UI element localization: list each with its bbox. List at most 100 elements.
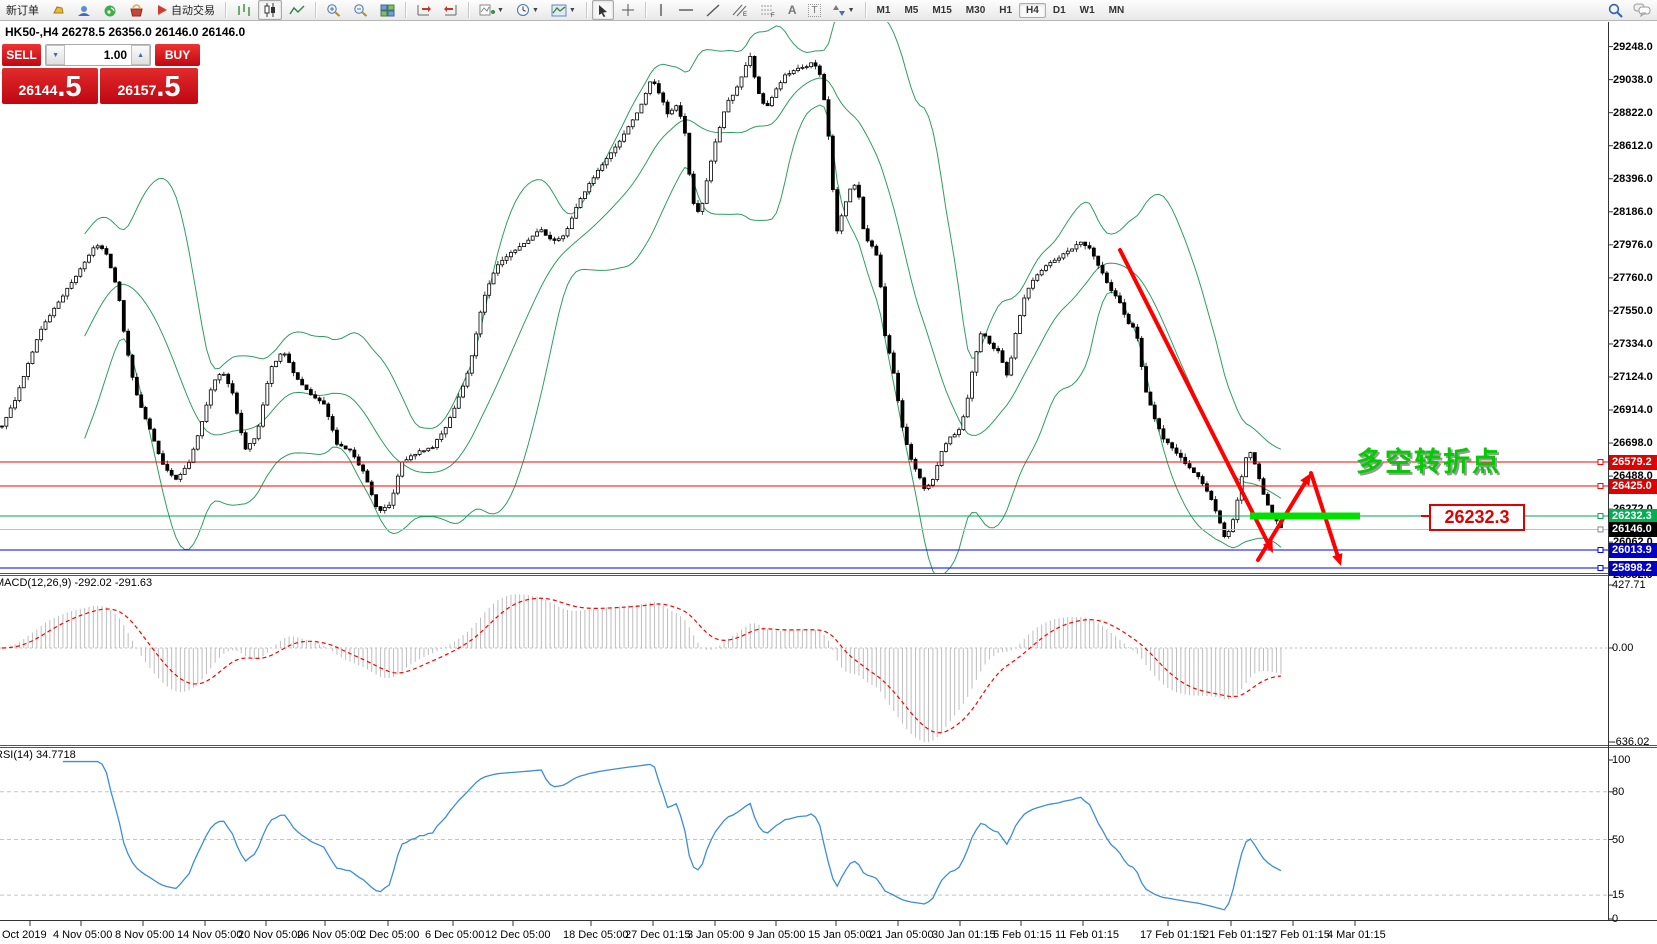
timeframe-m30[interactable]: M30 — [965, 4, 986, 16]
time-axis-label: 11 Feb 01:15 — [1055, 929, 1120, 941]
community-icon[interactable] — [72, 0, 96, 20]
new-order-button[interactable]: 新订单 — [6, 5, 39, 17]
time-axis-label: 14 Nov 05:00 — [177, 929, 243, 941]
timeframe-d1[interactable]: D1 — [1052, 4, 1066, 16]
price-tag: 26146.0 — [1609, 521, 1657, 537]
buy-button[interactable]: BUY — [155, 44, 200, 66]
price-axis-label: 26914.0 — [1613, 404, 1653, 416]
rsi-axis-label: 0 — [1612, 913, 1619, 925]
market-icon[interactable] — [124, 0, 149, 20]
volume-input[interactable] — [65, 45, 132, 65]
tile-windows-icon[interactable] — [375, 0, 400, 20]
auto-scroll-icon[interactable] — [411, 0, 436, 20]
price-axis-label: 28612.0 — [1613, 139, 1653, 152]
text-icon[interactable]: A — [787, 3, 797, 17]
timeframe-m15[interactable]: M15 — [932, 4, 952, 16]
time-axis-label: 4 Nov 05:00 — [53, 929, 113, 941]
channel-icon[interactable]: E — [727, 0, 753, 20]
price-tag: 26579.2 — [1609, 454, 1657, 470]
arrows-icon[interactable]: ▼ — [828, 0, 860, 20]
time-axis-label: Oct 2019 — [2, 929, 47, 941]
price-tag: 26425.0 — [1609, 478, 1657, 494]
price-axis-label: 27760.0 — [1613, 271, 1653, 284]
time-axis-label: 8 Nov 05:00 — [115, 929, 175, 941]
time-axis-label: 21 Jan 05:00 — [870, 929, 934, 941]
autotrade-label: 自动交易 — [171, 5, 215, 17]
buy-price-main: 26157 — [117, 82, 157, 98]
time-axis-label: 20 Nov 05:00 — [238, 929, 304, 941]
separator — [225, 2, 226, 18]
separator — [315, 2, 316, 18]
zoom-out-icon[interactable] — [348, 0, 373, 20]
templates-icon[interactable]: ▼ — [546, 0, 581, 20]
macd-axis-label: 427.71 — [1612, 579, 1646, 591]
rsi-axis-label: 50 — [1612, 833, 1625, 846]
zoom-in-icon[interactable] — [321, 0, 346, 20]
one-click-trading-panel: SELL ▼ ▲ BUY 26144.5 26157.5 — [2, 44, 200, 104]
macd-axis-label: 0.00 — [1612, 642, 1634, 654]
sell-price-main: 26144 — [18, 82, 58, 98]
chat-icon[interactable] — [1633, 3, 1651, 17]
time-axis-label: 6 Dec 05:00 — [425, 929, 485, 941]
macd-indicator-label: MACD(12,26,9) -292.02 -291.63 — [0, 577, 153, 589]
price-axis-label: 28396.0 — [1613, 172, 1653, 185]
search-icon[interactable] — [1608, 3, 1623, 18]
vertical-line-icon[interactable] — [651, 0, 671, 20]
time-axis-label: 12 Dec 05:00 — [485, 929, 551, 941]
chart-title: HK50-,H4 26278.5 26356.0 26146.0 26146.0 — [5, 25, 246, 39]
volume-stepper: ▼ ▲ — [45, 44, 152, 66]
price-axis-label: 28186.0 — [1613, 205, 1653, 218]
time-axis-label: 9 Jan 05:00 — [748, 929, 806, 941]
chart-shift-icon[interactable] — [438, 0, 463, 20]
text-label-icon[interactable]: T — [803, 0, 825, 20]
price-axis-label: 27124.0 — [1613, 370, 1653, 383]
timeframe-h4[interactable]: H4 — [1019, 2, 1046, 18]
time-axis-label: 26 Nov 05:00 — [297, 929, 363, 941]
gold-icon[interactable] — [46, 0, 70, 20]
svg-text:E: E — [743, 12, 747, 17]
separator — [644, 2, 646, 18]
sell-button[interactable]: SELL — [2, 44, 42, 66]
fibonacci-icon[interactable]: F — [755, 0, 781, 20]
separator — [468, 2, 469, 18]
price-callout-box[interactable]: 26232.3 — [1429, 504, 1525, 531]
price-axis-label: 27976.0 — [1613, 238, 1653, 251]
horizontal-line-icon[interactable] — [673, 0, 699, 20]
trendline-icon[interactable] — [701, 0, 725, 20]
turning-point-annotation[interactable]: 多空转折点 — [1356, 447, 1501, 477]
candlestick-icon[interactable] — [258, 0, 282, 20]
time-axis-label: 15 Jan 05:00 — [808, 929, 872, 941]
price-axis-label: 27334.0 — [1613, 337, 1653, 350]
separator — [864, 2, 866, 18]
svg-text:F: F — [771, 13, 775, 17]
signals-icon[interactable] — [98, 0, 122, 20]
buy-price-display[interactable]: 26157.5 — [100, 68, 198, 104]
time-axis-label: 27 Feb 01:15 — [1265, 929, 1330, 941]
timeframe-mn[interactable]: MN — [1108, 4, 1125, 16]
timeframe-m5[interactable]: M5 — [904, 4, 919, 16]
macd-axis-label: -636.02 — [1612, 736, 1650, 748]
line-chart-icon[interactable] — [284, 0, 310, 20]
timeframe-m1[interactable]: M1 — [876, 4, 891, 16]
add-indicator-icon[interactable]: ▼ — [474, 0, 509, 20]
autotrade-button[interactable]: 自动交易 — [151, 0, 220, 20]
price-axis-label: 29248.0 — [1613, 40, 1653, 53]
cursor-icon[interactable] — [591, 0, 614, 20]
toolbar: 新订单 自动交易 ▼ ▼ ▼ E F A T ▼ — [0, 0, 1657, 21]
sell-price-display[interactable]: 26144.5 — [2, 68, 98, 104]
periods-icon[interactable]: ▼ — [511, 0, 544, 20]
price-axis-label: 27550.0 — [1613, 304, 1653, 317]
timeframe-w1[interactable]: W1 — [1079, 4, 1095, 16]
time-axis-label: 21 Feb 01:15 — [1203, 929, 1268, 941]
price-tag: 25898.2 — [1609, 560, 1657, 576]
volume-decrease-button[interactable]: ▼ — [46, 45, 66, 65]
volume-increase-button[interactable]: ▲ — [131, 45, 151, 65]
time-axis-label: 4 Mar 01:15 — [1327, 929, 1386, 941]
bar-chart-icon[interactable] — [231, 0, 256, 20]
timeframe-h1[interactable]: H1 — [999, 4, 1013, 16]
time-axis-label: 2 Dec 05:00 — [360, 929, 420, 941]
price-tag: 26232.3 — [1609, 508, 1657, 524]
crosshair-icon[interactable] — [616, 0, 640, 20]
